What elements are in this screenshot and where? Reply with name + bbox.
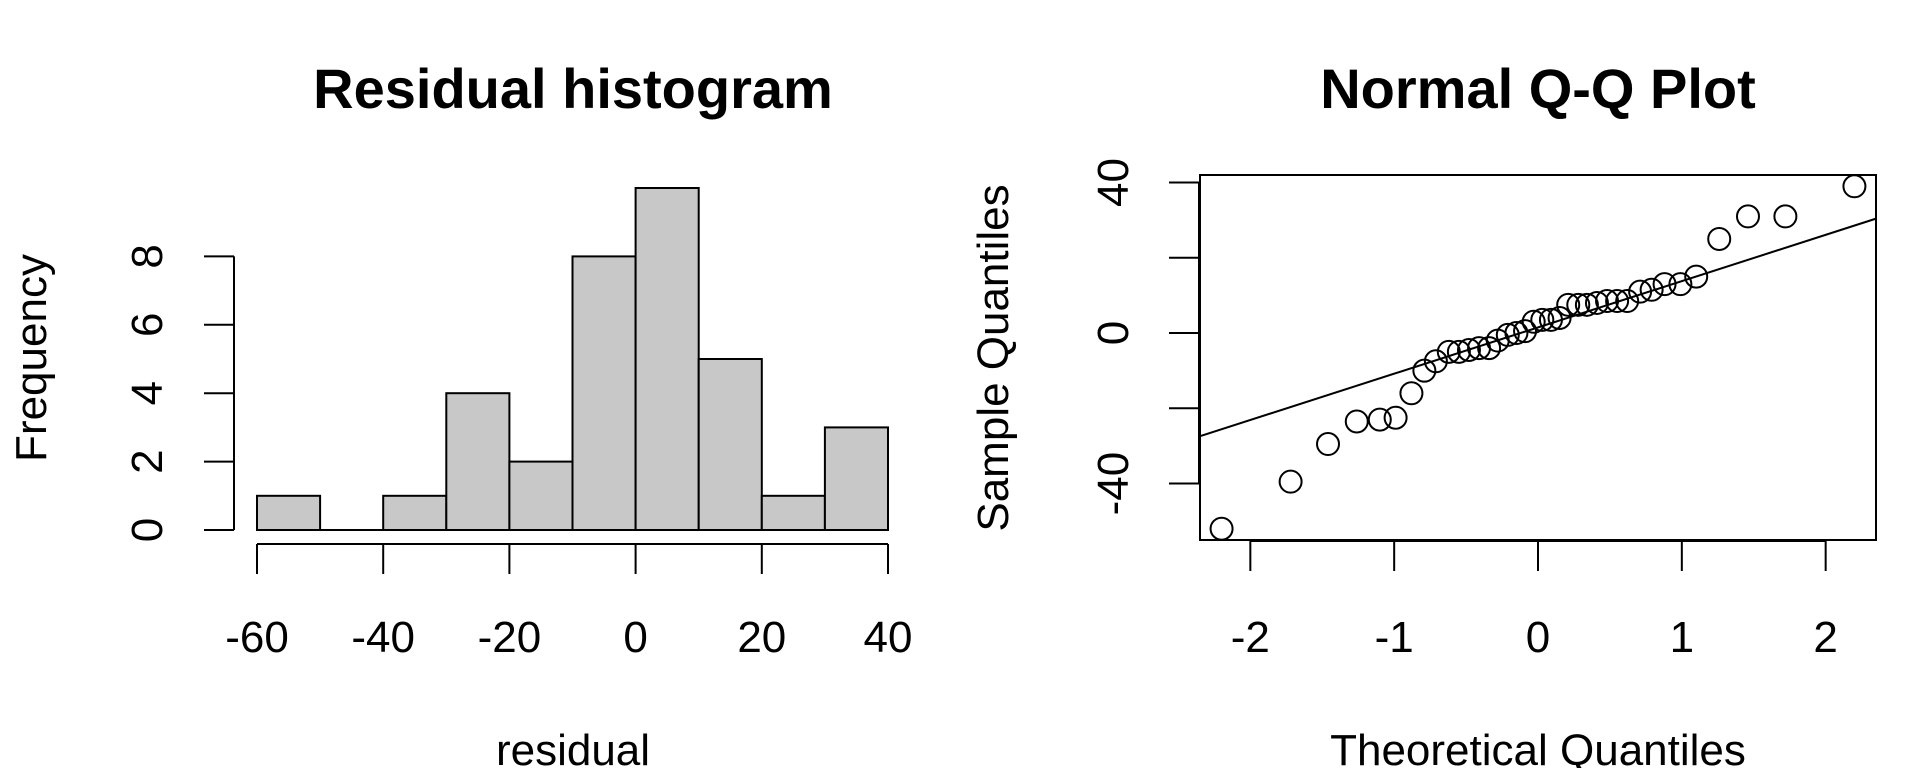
- qq-reference-line-group: [1199, 217, 1877, 438]
- qq-point: [1344, 409, 1369, 434]
- histogram-y-tick-label: 4: [123, 381, 172, 405]
- histogram-x-tick-label: 40: [864, 613, 913, 662]
- qq-point: [1773, 204, 1798, 229]
- histogram-bar: [382, 494, 448, 531]
- qq-point: [1842, 174, 1867, 199]
- qq-point: [1446, 339, 1471, 364]
- histogram-y-tick-label: 2: [123, 449, 172, 473]
- qq-point: [1367, 407, 1392, 432]
- qq-point: [1504, 321, 1529, 346]
- qq-point: [1477, 336, 1502, 361]
- qq-point: [1209, 516, 1234, 541]
- qq-plot-x-axis-label: Theoretical Quantiles: [1330, 726, 1746, 768]
- qq-x-tick-label: 2: [1813, 613, 1837, 662]
- histogram-y-axis-label: Frequency: [7, 254, 56, 462]
- qq-point: [1628, 279, 1653, 304]
- qq-point: [1556, 292, 1581, 317]
- qq-point: [1547, 305, 1572, 330]
- histogram-bar: [508, 460, 574, 532]
- qq-point: [1584, 290, 1609, 315]
- histogram-x-tick-label: -20: [478, 613, 542, 662]
- qq-x-tick-label: -2: [1231, 613, 1270, 662]
- histogram-bar: [760, 494, 826, 531]
- qq-point: [1436, 339, 1461, 364]
- qq-y-tick-label: 0: [1089, 321, 1138, 345]
- histogram-bar: [634, 187, 700, 531]
- qq-plot-y-axis-label: Sample Quantiles: [969, 184, 1018, 531]
- histogram-bar: [571, 255, 637, 531]
- qq-point: [1639, 277, 1664, 302]
- histogram-x-tick-label: -60: [225, 613, 289, 662]
- histogram-y-tick-label: 6: [123, 313, 172, 337]
- qq-plot-x-axis: -2 -1 0 1 2: [1231, 540, 1838, 662]
- qq-point: [1615, 289, 1640, 314]
- qq-plot-title: Normal Q-Q Plot: [1320, 57, 1756, 120]
- qq-point: [1513, 319, 1538, 344]
- qq-x-tick-label: 0: [1526, 613, 1550, 662]
- qq-point: [1495, 322, 1520, 347]
- histogram-panel: Residual histogram residual Frequency -6…: [7, 57, 912, 768]
- qq-point: [1707, 226, 1732, 251]
- qq-x-tick-label: -1: [1375, 613, 1414, 662]
- qq-point: [1538, 307, 1563, 332]
- qq-point: [1316, 432, 1341, 457]
- qq-point: [1652, 272, 1677, 297]
- histogram-bars: [256, 187, 890, 532]
- qq-point: [1595, 289, 1620, 314]
- histogram-bar: [697, 358, 763, 531]
- qq-point: [1521, 309, 1546, 334]
- qq-reference-line: [1199, 217, 1877, 438]
- qq-point: [1605, 289, 1630, 314]
- qq-y-tick-label: -40: [1089, 452, 1138, 516]
- histogram-x-tick-label: 20: [737, 613, 786, 662]
- histogram-y-tick-label: 8: [123, 244, 172, 268]
- histogram-y-tick-label: 0: [123, 518, 172, 542]
- qq-x-tick-label: 1: [1670, 613, 1694, 662]
- histogram-bar: [823, 426, 890, 531]
- qq-point: [1530, 307, 1555, 332]
- qq-point: [1423, 349, 1448, 374]
- histogram-x-tick-label: -40: [351, 613, 415, 662]
- qq-point: [1684, 264, 1709, 289]
- qq-point: [1574, 292, 1599, 317]
- qq-point: [1383, 405, 1408, 430]
- qq-point: [1399, 381, 1424, 406]
- qq-point: [1278, 469, 1303, 494]
- histogram-x-axis: -60 -40 -20 0 20 40: [225, 543, 913, 662]
- histogram-bar: [445, 392, 511, 532]
- qq-y-tick-label: 40: [1089, 158, 1138, 207]
- qq-point: [1735, 204, 1760, 229]
- histogram-x-tick-label: 0: [623, 613, 647, 662]
- qq-plot-y-axis: -40 0 40: [1089, 158, 1200, 516]
- qq-point: [1566, 292, 1591, 317]
- histogram-title: Residual histogram: [313, 57, 833, 120]
- histogram-y-axis: 0 2 4 6 8: [123, 244, 235, 542]
- qq-point: [1668, 272, 1693, 297]
- qq-point: [1456, 337, 1481, 362]
- histogram-bar: [256, 494, 322, 531]
- qq-plot-panel: Normal Q-Q Plot Theoretical Quantiles Sa…: [969, 57, 1877, 768]
- qq-points: [1209, 174, 1867, 541]
- histogram-x-axis-label: residual: [496, 726, 650, 768]
